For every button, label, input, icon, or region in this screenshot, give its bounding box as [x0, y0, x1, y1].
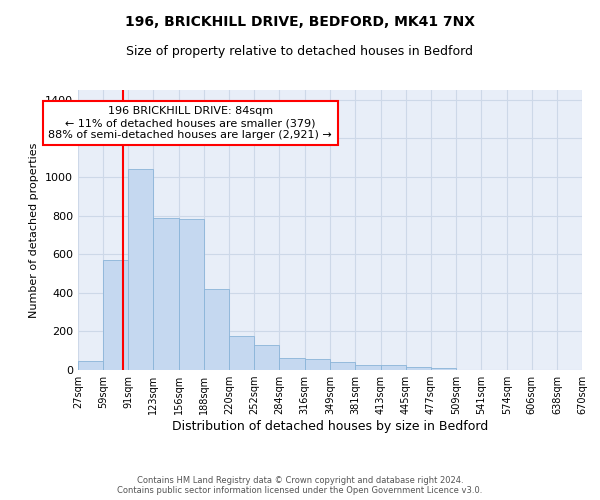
Bar [380, 364, 406, 370]
Bar [331, 362, 355, 370]
Bar [229, 336, 254, 370]
Bar [305, 359, 331, 370]
Y-axis label: Number of detached properties: Number of detached properties [29, 142, 40, 318]
Bar [179, 220, 204, 370]
X-axis label: Distribution of detached houses by size in Bedford: Distribution of detached houses by size … [172, 420, 488, 433]
Bar [78, 362, 103, 370]
Bar [254, 346, 280, 370]
Bar [431, 368, 456, 370]
Bar [406, 366, 431, 370]
Text: 196 BRICKHILL DRIVE: 84sqm
← 11% of detached houses are smaller (379)
88% of sem: 196 BRICKHILL DRIVE: 84sqm ← 11% of deta… [48, 106, 332, 140]
Bar [153, 218, 179, 370]
Bar [103, 260, 128, 370]
Text: Contains HM Land Registry data © Crown copyright and database right 2024.
Contai: Contains HM Land Registry data © Crown c… [118, 476, 482, 495]
Bar [204, 289, 229, 370]
Text: 196, BRICKHILL DRIVE, BEDFORD, MK41 7NX: 196, BRICKHILL DRIVE, BEDFORD, MK41 7NX [125, 15, 475, 29]
Text: Size of property relative to detached houses in Bedford: Size of property relative to detached ho… [127, 45, 473, 58]
Bar [355, 364, 380, 370]
Bar [128, 169, 153, 370]
Bar [280, 358, 305, 370]
